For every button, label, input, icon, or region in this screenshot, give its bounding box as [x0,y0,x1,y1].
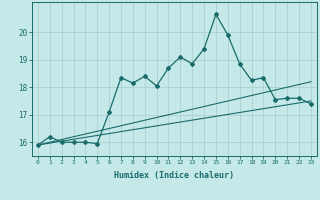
X-axis label: Humidex (Indice chaleur): Humidex (Indice chaleur) [115,171,234,180]
